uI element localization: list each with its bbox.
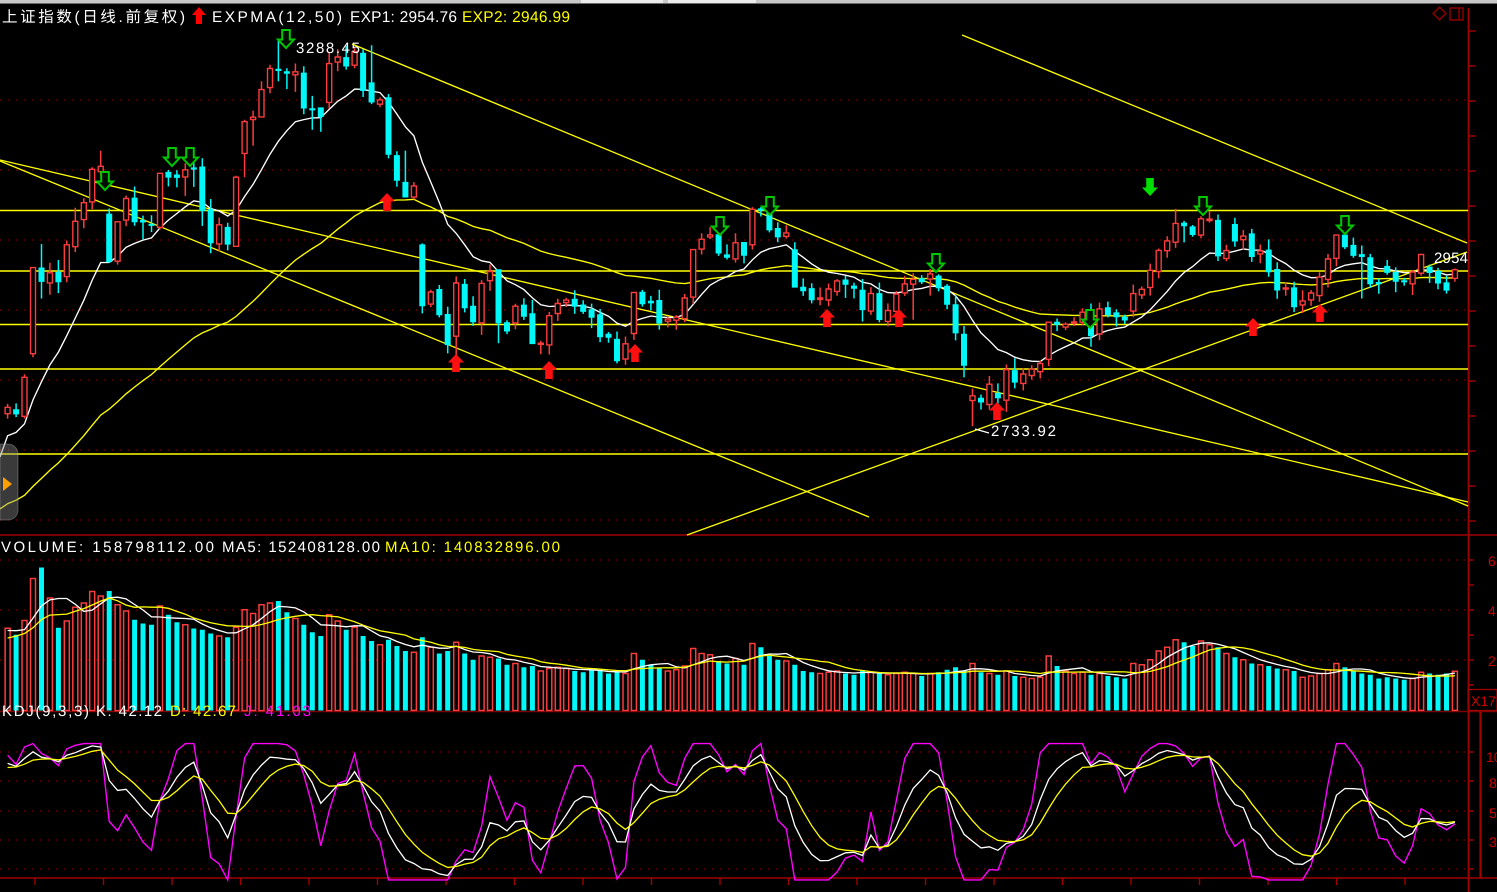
- svg-text:K: 42.12: K: 42.12: [96, 703, 162, 720]
- svg-text:2: 2: [1488, 653, 1496, 669]
- svg-text:3: 3: [1489, 834, 1497, 850]
- svg-text:4: 4: [1488, 603, 1496, 619]
- svg-text:EXP1: 2954.76: EXP1: 2954.76: [350, 9, 457, 26]
- svg-text:上证指数(日线.前复权): 上证指数(日线.前复权): [2, 8, 185, 26]
- svg-text:8: 8: [1489, 775, 1497, 791]
- svg-text:2733.92: 2733.92: [991, 423, 1056, 440]
- svg-text:VOLUME: 158798112.00: VOLUME: 158798112.00: [1, 539, 214, 556]
- svg-text:J: 41.03: J: 41.03: [244, 703, 311, 720]
- svg-text:3288.45: 3288.45: [296, 40, 360, 57]
- svg-text:X17: X17: [1471, 693, 1496, 709]
- svg-text:KDJ(9,3,3): KDJ(9,3,3): [2, 703, 89, 720]
- svg-text:MA5: 152408128.00: MA5: 152408128.00: [222, 539, 380, 556]
- svg-text:D: 42.67: D: 42.67: [170, 703, 236, 720]
- svg-text:EXP2: 2946.99: EXP2: 2946.99: [462, 9, 570, 26]
- svg-text:10: 10: [1486, 749, 1497, 765]
- svg-text:2954: 2954: [1434, 250, 1468, 267]
- svg-text:6: 6: [1488, 553, 1496, 569]
- svg-text:5: 5: [1489, 805, 1497, 821]
